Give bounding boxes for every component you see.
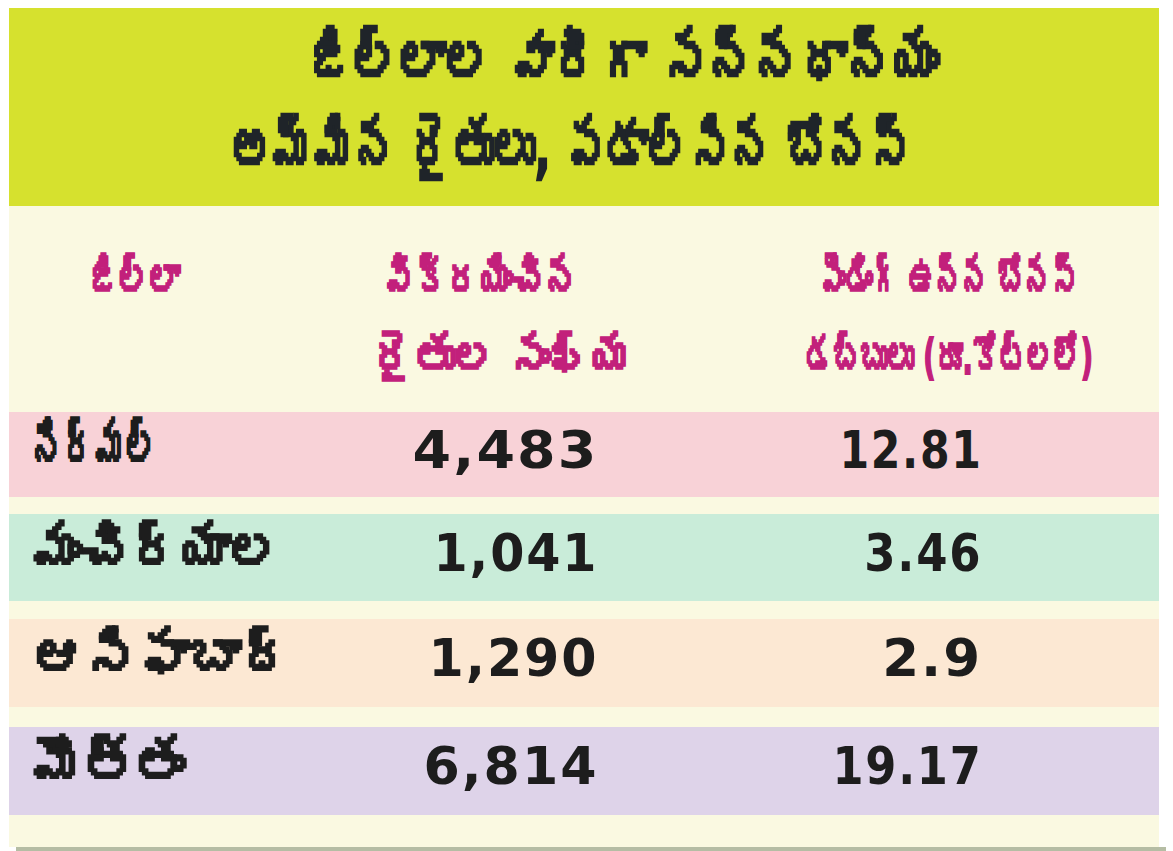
bottom-shadow-strip (16, 847, 1166, 851)
farmers-sold-value: 4,483 (412, 407, 598, 492)
pending-bonus-value: 2.9 (882, 614, 982, 702)
district-name: నిర్మల్ (32, 405, 157, 490)
farmers-sold-value: 6,814 (423, 722, 598, 810)
district-name: మొత్తం (32, 720, 185, 808)
farmers-sold-value: 1,290 (428, 614, 598, 702)
pending-bonus-value: 19.17 (832, 722, 982, 810)
table-title-line2: అమ్మిన రైతులు, పడాల్సిన బోనస్ (230, 117, 911, 181)
column-header-farmers-line1: విక్రయించిన (382, 249, 578, 309)
district-name: ఆసిఫాబాద్ (32, 612, 293, 700)
pending-bonus-value: 3.46 (864, 509, 982, 596)
table-row: నిర్మల్ 4,483 12.81 (9, 412, 1159, 497)
column-header-bonus-line2: డబ్బులు (రూ.కోట్లలో) (806, 327, 1093, 387)
table-title-line1: జిల్లాల వారీగా సన్నధాన్యం (307, 29, 939, 93)
table-row: మొత్తం 6,814 19.17 (9, 727, 1159, 815)
bonus-table: జిల్లాల వారీగా సన్నధాన్యం అమ్మిన రైతులు,… (9, 8, 1159, 847)
table-title-band: జిల్లాల వారీగా సన్నధాన్యం అమ్మిన రైతులు,… (9, 8, 1159, 206)
farmers-sold-value: 1,041 (433, 509, 598, 596)
column-header-farmers-line2: రైతుల సంఖ్య (373, 327, 632, 387)
table-row: మంచిర్యాల 1,041 3.46 (9, 514, 1159, 601)
column-header-bonus-line1: పెండింగ్ ఉన్న బోనస్ (819, 249, 1078, 309)
pending-bonus-value: 12.81 (839, 407, 982, 492)
table-row: ఆసిఫాబాద్ 1,290 2.9 (9, 619, 1159, 707)
column-header-district: జిల్లా (88, 249, 180, 309)
district-name: మంచిర్యాల (32, 507, 280, 594)
